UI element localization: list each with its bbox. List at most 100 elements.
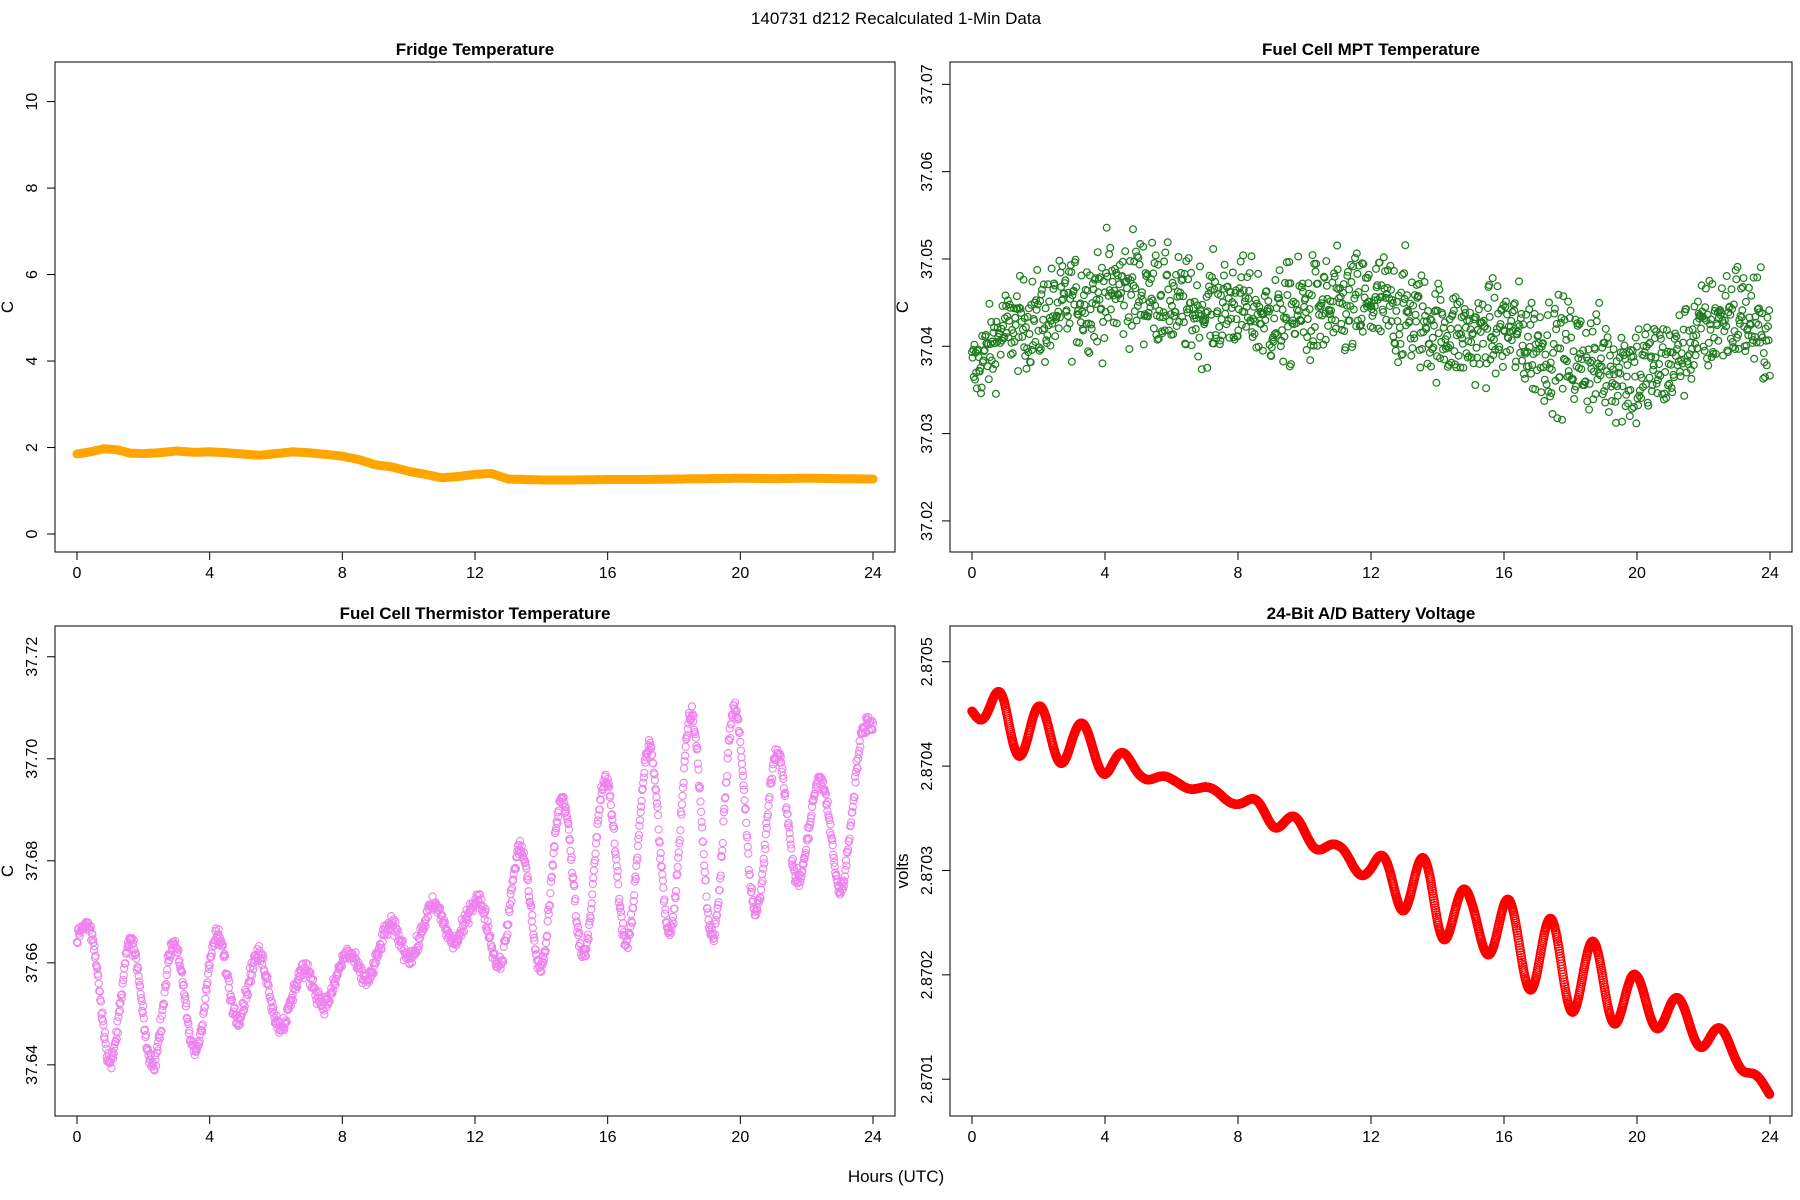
data-point-thermistor: [227, 995, 237, 1004]
data-point-thermistor: [636, 808, 645, 817]
data-point-mpt: [1356, 320, 1365, 329]
data-point-mpt: [1274, 294, 1283, 303]
data-point-mpt: [1039, 280, 1048, 289]
data-point-mpt: [1414, 292, 1423, 301]
data-point-thermistor: [95, 987, 104, 996]
data-point-thermistor: [800, 854, 809, 864]
data-point-mpt: [1412, 317, 1421, 326]
data-point-mpt: [1212, 334, 1221, 343]
data-point-mpt: [1404, 308, 1413, 317]
panel-title-thermistor: Fuel Cell Thermistor Temperature: [340, 604, 611, 623]
data-point-mpt: [1660, 389, 1669, 398]
data-point-thermistor: [132, 954, 141, 963]
data-point-mpt: [1184, 275, 1193, 284]
data-point-mpt: [1599, 387, 1608, 396]
data-point-mpt: [972, 384, 981, 393]
data-point-mpt: [1428, 333, 1437, 342]
data-point-mpt: [1219, 271, 1228, 280]
data-point-thermistor: [531, 945, 540, 954]
data-point-mpt: [1460, 305, 1469, 314]
data-point-mpt: [1039, 315, 1048, 324]
data-point-thermistor: [565, 836, 575, 845]
data-point-thermistor: [595, 805, 604, 814]
data-point-thermistor: [711, 919, 720, 928]
data-point-mpt: [1700, 346, 1709, 355]
data-point-mpt: [1345, 285, 1354, 294]
data-point-mpt: [1701, 284, 1710, 293]
data-point-mpt: [1143, 312, 1152, 321]
data-point-mpt: [1690, 302, 1699, 311]
data-point-thermistor: [88, 930, 97, 939]
data-point-mpt: [1401, 241, 1410, 250]
data-point-thermistor: [585, 917, 594, 926]
x-tick-label-mpt: 0: [968, 565, 977, 582]
data-point-mpt: [1614, 368, 1623, 377]
data-point-mpt: [1562, 335, 1571, 344]
data-point-mpt: [1490, 293, 1499, 302]
data-point-thermistor: [676, 826, 685, 835]
data-point-mpt: [1631, 333, 1640, 342]
data-point-mpt: [1153, 335, 1162, 344]
data-point-mpt: [1072, 283, 1081, 292]
data-point-mpt: [1198, 300, 1207, 309]
x-tick-label-mpt: 16: [1495, 565, 1513, 582]
data-point-thermistor: [846, 821, 855, 830]
data-point-thermistor: [745, 870, 755, 879]
data-point-thermistor: [777, 758, 786, 767]
data-point-mpt: [1683, 352, 1692, 361]
data-point-mpt: [975, 367, 984, 376]
data-point-mpt: [1334, 294, 1343, 303]
data-point-thermistor: [266, 992, 275, 1002]
data-point-mpt: [1727, 285, 1736, 294]
data-point-mpt: [1076, 299, 1085, 308]
data-point-mpt: [1469, 359, 1478, 368]
data-point-thermistor: [249, 965, 258, 974]
data-point-mpt: [1749, 273, 1758, 282]
data-point-thermistor: [740, 796, 749, 805]
data-point-mpt: [1043, 331, 1052, 340]
data-point-thermistor: [116, 991, 126, 1000]
data-point-mpt: [1558, 384, 1567, 393]
data-point-thermistor: [566, 846, 575, 855]
data-point-thermistor: [659, 883, 668, 892]
data-point-thermistor: [203, 969, 213, 978]
data-point-thermistor: [546, 889, 555, 898]
data-point-thermistor: [393, 936, 403, 946]
data-point-mpt: [1443, 331, 1452, 340]
data-point-mpt: [1611, 418, 1620, 427]
data-point-mpt: [1214, 283, 1223, 292]
y-tick-label-battery: 2.8702: [919, 950, 936, 999]
data-point-mpt: [1432, 378, 1441, 387]
data-point-thermistor: [371, 958, 380, 968]
data-point-thermistor: [786, 840, 795, 849]
data-point-thermistor: [369, 969, 378, 978]
data-point-mpt: [1741, 347, 1750, 356]
data-point-thermistor: [259, 953, 268, 963]
data-point-mpt: [1623, 399, 1632, 408]
data-point-mpt: [1055, 313, 1064, 322]
data-point-thermistor: [727, 720, 736, 729]
data-point-thermistor: [696, 807, 706, 816]
data-point-mpt: [1552, 319, 1561, 328]
data-point-thermistor: [564, 819, 573, 829]
data-point-thermistor: [674, 848, 683, 857]
data-point-thermistor: [524, 887, 533, 896]
data-point-mpt: [1687, 374, 1696, 383]
data-point-mpt: [1463, 353, 1472, 362]
x-tick-label-thermistor: 0: [73, 1129, 82, 1146]
data-point-mpt: [1028, 277, 1037, 286]
data-point-thermistor: [742, 818, 751, 828]
data-point-mpt: [1524, 362, 1533, 371]
data-point-mpt: [1594, 369, 1603, 378]
y-tick-label-battery: 2.8705: [919, 637, 936, 686]
data-point-mpt: [1241, 294, 1250, 303]
data-point-thermistor: [604, 778, 613, 788]
data-point-mpt: [1449, 306, 1458, 315]
data-point-mpt: [1693, 297, 1702, 306]
data-point-thermistor: [693, 759, 703, 768]
data-point-mpt: [1684, 326, 1693, 335]
data-point-thermistor: [716, 871, 725, 880]
data-point-mpt: [1613, 391, 1622, 400]
data-point-thermistor: [734, 715, 743, 724]
data-point-mpt: [1139, 340, 1148, 349]
